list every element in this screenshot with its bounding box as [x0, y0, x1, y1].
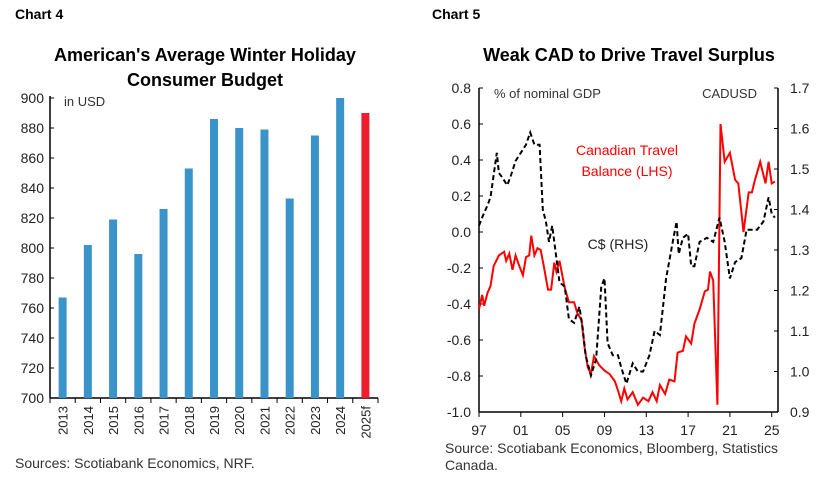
travel-balance-label-line2: Balance (LHS) [581, 163, 672, 179]
bar-2020 [235, 128, 244, 398]
left-tick-label: 0.2 [452, 188, 472, 204]
y-tick-label: 800 [21, 240, 45, 256]
travel-balance-line [478, 123, 776, 407]
x-tick-label: 2024 [333, 406, 348, 435]
x-tick-label: 2022 [283, 406, 298, 435]
bar-2016 [134, 254, 143, 398]
left-tick-label: 0.0 [452, 224, 472, 240]
bar-2017 [159, 209, 168, 398]
y-tick-label: 720 [21, 360, 45, 376]
left-tick-label: -0.8 [447, 368, 471, 384]
y-tick-label: 880 [21, 120, 45, 136]
left-tick-label: 0.4 [452, 152, 472, 168]
x-tick-label: 2016 [131, 406, 146, 435]
left-tick-label: -1.0 [447, 404, 471, 420]
bar-2018 [184, 168, 193, 398]
y-tick-label: 780 [21, 270, 45, 286]
x-tick-label: 97 [471, 422, 487, 438]
chart5-source-line2: Canada. [445, 457, 498, 473]
x-tick-label: 2014 [81, 406, 96, 435]
chart4-title: American's Average Winter Holiday Consum… [10, 43, 400, 93]
y-tick-label: 820 [21, 210, 45, 226]
bar-2025f [361, 113, 370, 398]
chart4-source: Sources: Scotiabank Economics, NRF. [15, 455, 255, 471]
bar-2019 [210, 119, 218, 398]
right-tick-label: 1.4 [790, 202, 810, 218]
right-tick-label: 1.1 [790, 323, 810, 339]
left-tick-label: -0.2 [447, 260, 471, 276]
x-tick-label: 2013 [56, 406, 71, 435]
x-tick-label: 01 [513, 422, 529, 438]
chart5-source: Source: Scotiabank Economics, Bloomberg,… [445, 440, 778, 474]
bar-2024 [336, 98, 345, 398]
right-axis-label: CADUSD [702, 86, 757, 101]
bar-2022 [285, 198, 294, 398]
x-tick-label: 05 [555, 422, 571, 438]
cad-line [478, 129, 776, 388]
right-tick-label: 1.0 [790, 364, 810, 380]
chart5-title: Weak CAD to Drive Travel Surplus [483, 45, 775, 65]
y-tick-label: 860 [21, 150, 45, 166]
bar-2013 [58, 297, 67, 398]
right-tick-label: 0.9 [790, 404, 810, 420]
x-tick-label: 2017 [157, 406, 172, 435]
x-tick-label: 25 [764, 422, 780, 438]
bar-2014 [83, 245, 92, 398]
left-tick-label: 0.8 [452, 80, 472, 96]
bar-2021 [260, 129, 269, 398]
x-tick-label: 2023 [308, 406, 323, 435]
chart4-label: Chart 4 [15, 6, 64, 22]
x-tick-label: 2025f [358, 406, 373, 439]
left-axis-label: % of nominal GDP [494, 86, 601, 101]
y-tick-label: 900 [21, 90, 45, 106]
y-tick-label: 700 [21, 390, 45, 406]
left-tick-label: -0.4 [447, 296, 471, 312]
x-tick-label: 2020 [232, 406, 247, 435]
right-tick-label: 1.7 [790, 80, 810, 96]
x-tick-label: 2018 [182, 406, 197, 435]
x-tick-label: 09 [597, 422, 613, 438]
x-tick-label: 2021 [257, 406, 272, 435]
y-tick-label: 740 [21, 330, 45, 346]
x-tick-label: 17 [680, 422, 696, 438]
right-tick-label: 1.5 [790, 161, 810, 177]
chart4-svg: 700 720 740 760 780 800 820 840 860 880 900 in USD 2… [21, 90, 379, 439]
x-tick-label: 2019 [207, 406, 222, 435]
right-tick-label: 1.3 [790, 242, 810, 258]
bar-2023 [310, 135, 319, 398]
unit-label: in USD [64, 94, 105, 109]
x-tick-label: 2015 [106, 406, 121, 435]
travel-balance-label-line1: Canadian Travel [576, 142, 678, 158]
right-tick-label: 1.2 [790, 283, 810, 299]
left-tick-label: 0.6 [452, 116, 472, 132]
chart5-label: Chart 5 [432, 6, 481, 22]
chart4-title-line2: Consumer Budget [126, 70, 283, 90]
x-tick-label: 21 [722, 422, 738, 438]
left-tick-label: -0.6 [447, 332, 471, 348]
y-tick-label: 760 [21, 300, 45, 316]
right-tick-label: 1.6 [790, 121, 810, 137]
chart4-title-line1: American's Average Winter Holiday [54, 45, 356, 65]
y-tick-label: 840 [21, 180, 45, 196]
cad-label: C$ (RHS) [588, 236, 649, 252]
chart5-source-line1: Source: Scotiabank Economics, Bloomberg,… [445, 440, 779, 456]
bar-2015 [109, 219, 118, 398]
x-tick-label: 13 [638, 422, 654, 438]
